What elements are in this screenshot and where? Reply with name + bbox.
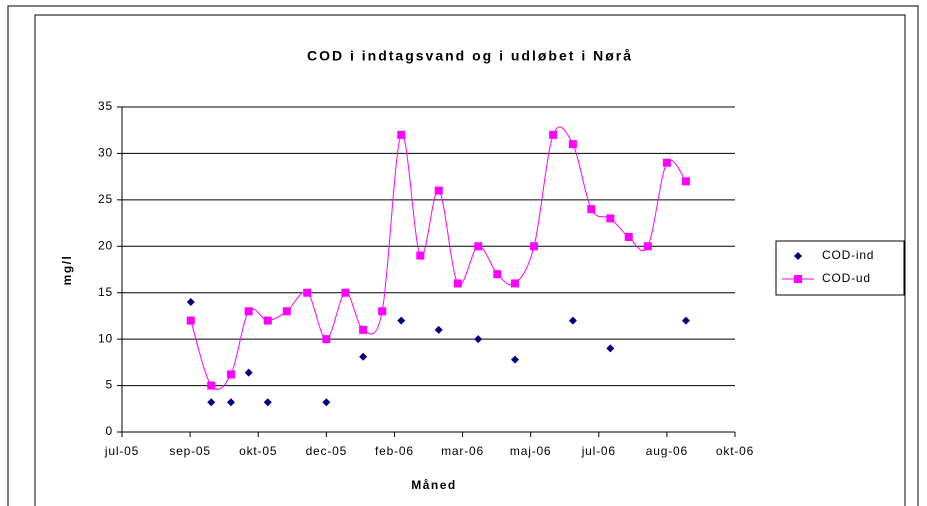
- legend-label: COD-ud: [822, 271, 871, 285]
- data-point: [681, 316, 690, 325]
- outer-frame: [7, 5, 919, 506]
- legend-marker: [794, 252, 802, 260]
- data-point: [568, 140, 577, 149]
- y-axis-title: mg/l: [60, 255, 74, 286]
- x-tick-label: feb-06: [375, 444, 414, 458]
- data-point: [434, 325, 443, 334]
- data-point: [207, 398, 216, 407]
- data-point: [606, 344, 615, 353]
- data-point: [474, 335, 483, 344]
- data-point: [511, 355, 520, 364]
- chart-area: [34, 14, 906, 506]
- chart-title: COD i indtagsvand og i udløbet i Nørå: [307, 48, 633, 64]
- series-line: [190, 126, 687, 390]
- data-point: [530, 242, 539, 251]
- data-point: [434, 186, 443, 195]
- data-point: [263, 398, 272, 407]
- data-point: [397, 130, 406, 139]
- data-point: [681, 177, 690, 186]
- x-tick-label: mar-06: [441, 444, 484, 458]
- data-point: [493, 270, 502, 279]
- data-point: [511, 279, 520, 288]
- data-point: [416, 251, 425, 260]
- legend-label: COD-ind: [822, 248, 874, 262]
- data-point: [474, 242, 483, 251]
- x-tick-label: jul-06: [581, 444, 616, 458]
- data-point: [568, 316, 577, 325]
- y-tick-label: 20: [98, 238, 113, 252]
- data-point: [453, 279, 462, 288]
- data-point: [549, 130, 558, 139]
- x-tick-label: maj-06: [510, 444, 551, 458]
- data-point: [186, 316, 195, 325]
- x-tick-label: jul-05: [104, 444, 139, 458]
- y-tick-label: 10: [98, 331, 113, 345]
- x-tick-label: okt-05: [239, 444, 277, 458]
- x-axis-title: Måned: [411, 478, 457, 492]
- legend-box: [775, 240, 905, 296]
- data-point: [397, 316, 406, 325]
- data-point: [359, 325, 368, 334]
- data-point: [186, 298, 195, 306]
- data-point: [282, 307, 291, 316]
- data-point: [606, 214, 615, 223]
- data-point: [587, 205, 596, 214]
- data-point: [244, 368, 253, 377]
- y-tick-label: 30: [98, 146, 113, 160]
- y-tick-label: 35: [98, 99, 113, 113]
- data-point: [624, 233, 633, 241]
- data-point: [643, 242, 652, 251]
- data-point: [378, 307, 387, 316]
- y-tick-label: 25: [98, 192, 113, 206]
- legend-marker: [794, 275, 802, 283]
- x-tick-label: sep-05: [169, 444, 211, 458]
- data-point: [244, 307, 253, 316]
- data-point: [226, 370, 235, 379]
- y-tick-label: 15: [98, 285, 113, 299]
- data-point: [226, 398, 235, 407]
- data-point: [322, 335, 331, 344]
- data-point: [322, 398, 331, 407]
- data-point: [263, 316, 272, 325]
- data-point: [207, 381, 216, 390]
- y-tick-label: 0: [106, 424, 113, 438]
- x-tick-label: dec-05: [306, 444, 348, 458]
- x-tick-label: aug-06: [646, 444, 688, 458]
- y-tick-label: 5: [106, 378, 113, 392]
- x-tick-label: okt-06: [716, 444, 754, 458]
- data-point: [341, 288, 350, 297]
- data-point: [303, 288, 312, 297]
- data-point: [662, 158, 671, 167]
- data-point: [359, 352, 368, 361]
